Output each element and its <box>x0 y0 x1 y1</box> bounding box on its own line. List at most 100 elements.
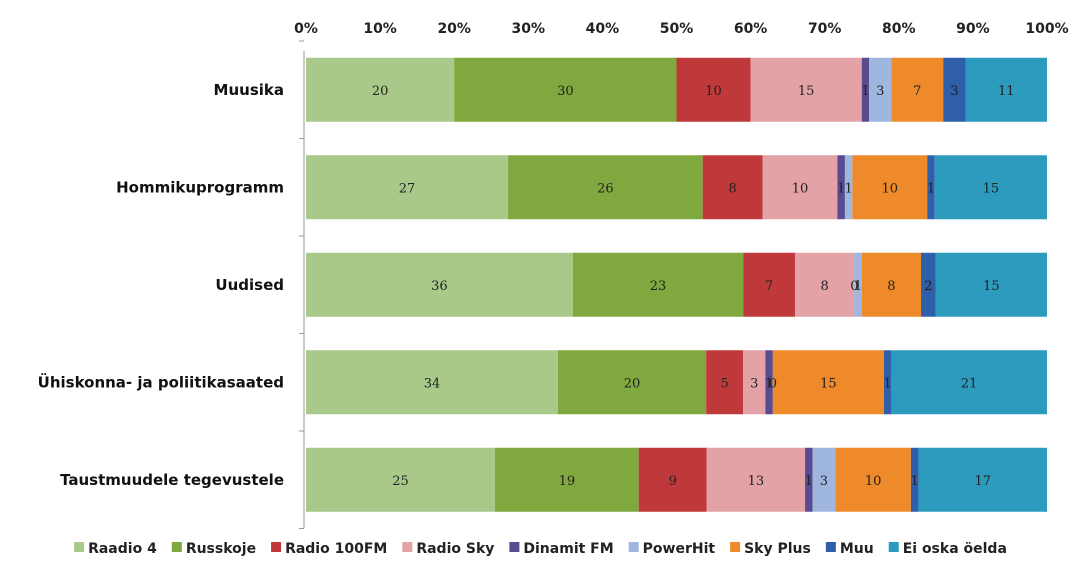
bar-segment <box>869 57 892 122</box>
legend-label: Radio Sky <box>416 541 494 557</box>
bar-segment <box>676 57 751 122</box>
category-label: Hommikuprogramm <box>116 178 284 196</box>
legend-swatch <box>271 542 282 552</box>
bar-segment <box>743 350 766 415</box>
legend-label: Sky Plus <box>744 541 811 557</box>
bar-segment <box>835 447 911 512</box>
data-label: 10 <box>792 181 809 196</box>
data-label: 0 <box>769 376 777 391</box>
category-labels: Muusika Hommikuprogramm Uudised Ühiskonna- … <box>38 81 284 489</box>
bar-segment <box>572 252 744 317</box>
legend-label: PowerHit <box>643 541 716 557</box>
data-label: 0 <box>850 279 858 294</box>
bar-segment <box>918 447 1047 512</box>
bar-segment <box>495 447 639 512</box>
legend-label: Radio 100FM <box>285 541 387 557</box>
legend-swatch <box>888 542 899 552</box>
x-tick-label: 50% <box>660 21 694 37</box>
data-label: 20 <box>372 84 389 99</box>
bar-segment <box>508 155 703 220</box>
bar-segment <box>638 447 707 512</box>
data-label: 3 <box>750 376 758 391</box>
category-label: Muusika <box>214 81 284 99</box>
bar-segment <box>943 57 966 122</box>
data-label: 13 <box>748 474 765 489</box>
data-label: 8 <box>887 279 895 294</box>
bar-segment <box>454 57 677 122</box>
x-tick-label: 100% <box>1025 21 1068 37</box>
legend-swatch <box>730 542 741 552</box>
data-label: 25 <box>392 474 409 489</box>
bar-segment <box>306 252 573 317</box>
bar-segment <box>762 155 838 220</box>
data-label: 8 <box>728 181 736 196</box>
legend-swatch <box>74 542 85 552</box>
data-label: 21 <box>961 376 978 391</box>
bar-segment <box>891 350 1047 415</box>
data-label: 15 <box>798 84 815 99</box>
legend-label: Muu <box>840 541 874 557</box>
data-label: 10 <box>865 474 882 489</box>
data-label: 7 <box>765 279 773 294</box>
bar-segment <box>795 252 855 317</box>
legend-label: Ei oska öelda <box>903 541 1007 557</box>
bar-segment <box>306 447 496 512</box>
bar-segment <box>891 57 944 122</box>
data-label: 5 <box>721 376 729 391</box>
legend-swatch <box>402 542 413 552</box>
bar-segment <box>743 252 796 317</box>
bar-segment <box>910 447 919 512</box>
data-label: 23 <box>650 279 667 294</box>
data-label: 3 <box>820 474 828 489</box>
bar-segment <box>883 350 892 415</box>
data-label: 26 <box>597 181 614 196</box>
data-label: 1 <box>884 376 892 391</box>
bar-segment <box>854 252 862 317</box>
bar-segment <box>805 447 813 512</box>
bar-segment <box>306 350 558 415</box>
data-label: 30 <box>557 84 574 99</box>
data-label: 27 <box>399 181 416 196</box>
bar-segment <box>750 57 862 122</box>
bar-segment <box>557 350 707 415</box>
data-label: 19 <box>559 474 576 489</box>
data-label: 1 <box>805 474 813 489</box>
data-label: 1 <box>861 84 869 99</box>
bar-segment <box>706 447 806 512</box>
data-label: 36 <box>431 279 448 294</box>
bar-segment <box>306 155 509 220</box>
data-label: 34 <box>424 376 441 391</box>
category-axis <box>299 40 305 529</box>
bar-segment <box>934 155 1047 220</box>
data-label: 11 <box>998 84 1015 99</box>
data-label: 7 <box>913 84 921 99</box>
data-label: 20 <box>624 376 641 391</box>
legend-swatch <box>825 542 836 552</box>
data-label: 3 <box>876 84 884 99</box>
data-label: 3 <box>950 84 958 99</box>
legend-label: Dinamit FM <box>523 541 613 557</box>
bar-segment <box>852 155 928 220</box>
legend-swatch <box>628 542 639 552</box>
x-tick-label: 70% <box>808 21 842 37</box>
bar-segment <box>702 155 763 220</box>
bar-segment <box>844 155 853 220</box>
bar-segment <box>861 57 870 122</box>
data-label: 1 <box>854 279 862 294</box>
data-label: 1 <box>845 181 853 196</box>
bar-segment <box>861 252 922 317</box>
legend-label: Russkoje <box>186 541 256 557</box>
bar-segment <box>935 252 1047 317</box>
bar-segment <box>927 155 935 220</box>
legend-label: Raadio 4 <box>88 541 157 557</box>
bar-segment <box>765 350 773 415</box>
data-label: 8 <box>821 279 829 294</box>
data-label: 15 <box>983 279 1000 294</box>
x-tick-label: 10% <box>363 21 397 37</box>
data-label: 1 <box>765 376 773 391</box>
category-label: Uudised <box>215 276 284 294</box>
legend-swatch <box>171 542 182 552</box>
x-axis-ticks: 0% 10% 20% 30% 40% 50% 60% 70% 80% 90% 100% <box>294 21 1069 37</box>
bar-segment <box>837 155 845 220</box>
